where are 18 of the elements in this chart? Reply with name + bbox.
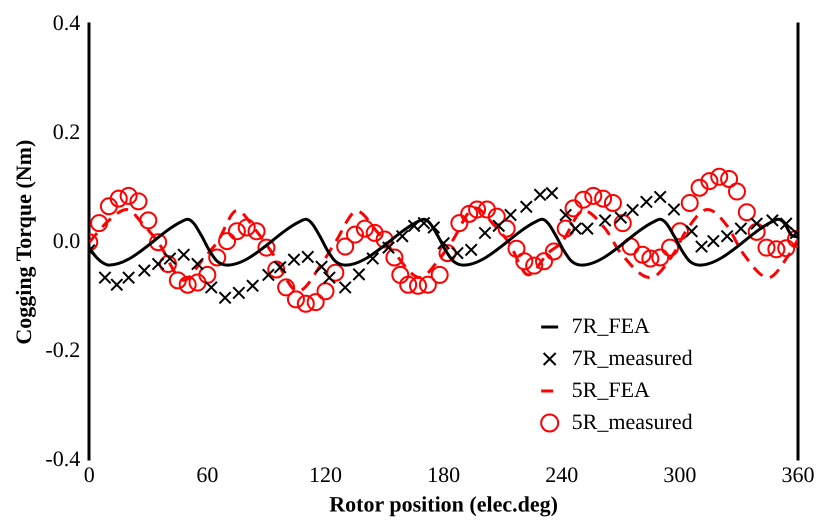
y-tick-label: 0.0 xyxy=(52,228,80,253)
x-tick-label: 300 xyxy=(663,462,696,488)
x-tick-label: 240 xyxy=(545,462,578,488)
legend-label: 7R_measured xyxy=(572,344,693,370)
x-tick-label: 180 xyxy=(427,462,460,488)
x-tick-label: 120 xyxy=(308,462,342,488)
x-axis-title: Rotor position (elec.deg) xyxy=(329,491,558,516)
x-tick-label: 0 xyxy=(84,462,95,488)
y-tick-label: 0.2 xyxy=(52,118,80,144)
legend-label: 5R_measured xyxy=(572,408,693,434)
y-tick-label: 0.4 xyxy=(52,10,80,35)
y-axis-title: Cogging Torque (Nm) xyxy=(10,140,36,345)
y-tick-label: -0.2 xyxy=(45,336,80,362)
legend-label: 5R_FEA xyxy=(572,376,650,402)
x-tick-label: 60 xyxy=(196,462,218,488)
legend-label: 7R_FEA xyxy=(572,312,650,338)
x-tick-label: 360 xyxy=(782,462,814,488)
y-tick-label: -0.4 xyxy=(45,446,80,471)
